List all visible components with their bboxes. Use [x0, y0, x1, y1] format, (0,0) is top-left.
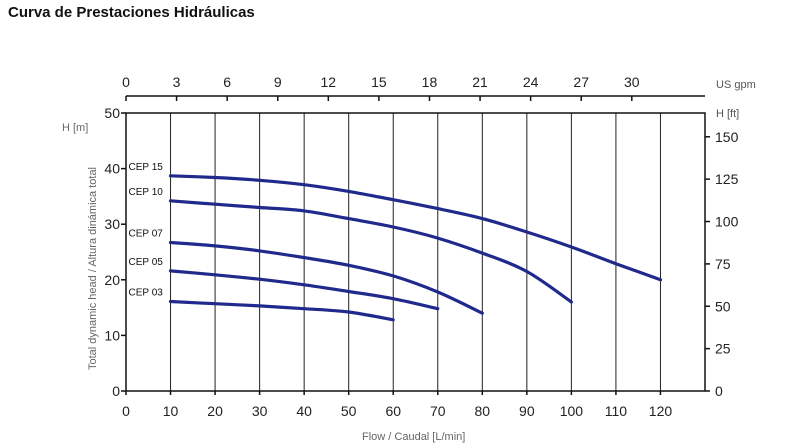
- x-bottom-tick-label: 30: [252, 403, 268, 419]
- series-label: CEP 05: [129, 257, 164, 268]
- series-line: [168, 299, 395, 322]
- y-axis-label: Total dynamic head / Altura dinámica tot…: [87, 167, 99, 370]
- series: CEP 15 CEP 10 CEP 07 CEP 05 CEP 03: [129, 162, 663, 322]
- grid: [170, 113, 661, 391]
- y-left-tick-label: 20: [104, 272, 120, 288]
- y-left-tick-label: 10: [104, 327, 120, 343]
- x-top-tick-label: 21: [472, 74, 488, 90]
- y-left-tick-label: 50: [104, 105, 120, 121]
- x-bottom-tick-label: 40: [296, 403, 312, 419]
- x-top-tick-label: 9: [274, 74, 282, 90]
- x-bottom-tick-label: 100: [560, 403, 584, 419]
- x-bottom-tick-label: 70: [430, 403, 446, 419]
- x-top-tick-label: 15: [371, 74, 387, 90]
- y-left-tick-label: 30: [104, 216, 120, 232]
- x-bottom-tick-label: 0: [122, 403, 130, 419]
- x-bottom-tick-label: 10: [163, 403, 179, 419]
- x-bottom-tick-label: 20: [207, 403, 223, 419]
- y-right-tick-label: 100: [715, 214, 739, 230]
- y-right-tick-label: 75: [715, 256, 731, 272]
- series-line: [168, 240, 484, 315]
- x-top-tick-label: 3: [173, 74, 181, 90]
- x-bottom-tick-label: 90: [519, 403, 535, 419]
- y-right-tick-label: 25: [715, 341, 731, 357]
- y-right-tick-label: 0: [715, 383, 723, 399]
- series-line: [168, 199, 573, 304]
- plot-frame: [125, 112, 706, 392]
- x-bottom-tick-label: 60: [385, 403, 401, 419]
- x-bottom-tick-label: 120: [649, 403, 673, 419]
- x-top-tick-label: 18: [422, 74, 438, 90]
- y-right-tick-label: 125: [715, 171, 739, 187]
- series-line: [168, 269, 440, 311]
- y-axis-left-unit: H [m]: [62, 122, 88, 134]
- x-top-tick-label: 12: [321, 74, 337, 90]
- x-bottom-tick-label: 80: [475, 403, 491, 419]
- y-axis-right-unit: H [ft]: [716, 108, 739, 120]
- series-label: CEP 03: [129, 287, 164, 298]
- x-bottom-tick-label: 110: [605, 403, 628, 419]
- x-axis-top-unit: US gpm: [716, 79, 756, 91]
- y-right-tick-label: 50: [715, 298, 731, 314]
- series-label: CEP 10: [129, 187, 164, 198]
- x-axis-label: Flow / Caudal [L/min]: [362, 431, 465, 443]
- y-left-tick-label: 0: [112, 383, 120, 399]
- x-top-tick-label: 30: [624, 74, 640, 90]
- series-line: [168, 174, 663, 282]
- x-top-tick-label: 6: [223, 74, 231, 90]
- series-label: CEP 15: [129, 162, 164, 173]
- y-right-tick-label: 150: [715, 129, 739, 145]
- y-left-tick-label: 40: [104, 161, 120, 177]
- page-title: Curva de Prestaciones Hidráulicas: [8, 4, 255, 21]
- x-bottom-tick-label: 50: [341, 403, 357, 419]
- series-label: CEP 07: [129, 229, 164, 240]
- x-top-tick-label: 27: [573, 74, 589, 90]
- x-top-tick-label: 24: [523, 74, 539, 90]
- x-top-tick-label: 0: [122, 74, 130, 90]
